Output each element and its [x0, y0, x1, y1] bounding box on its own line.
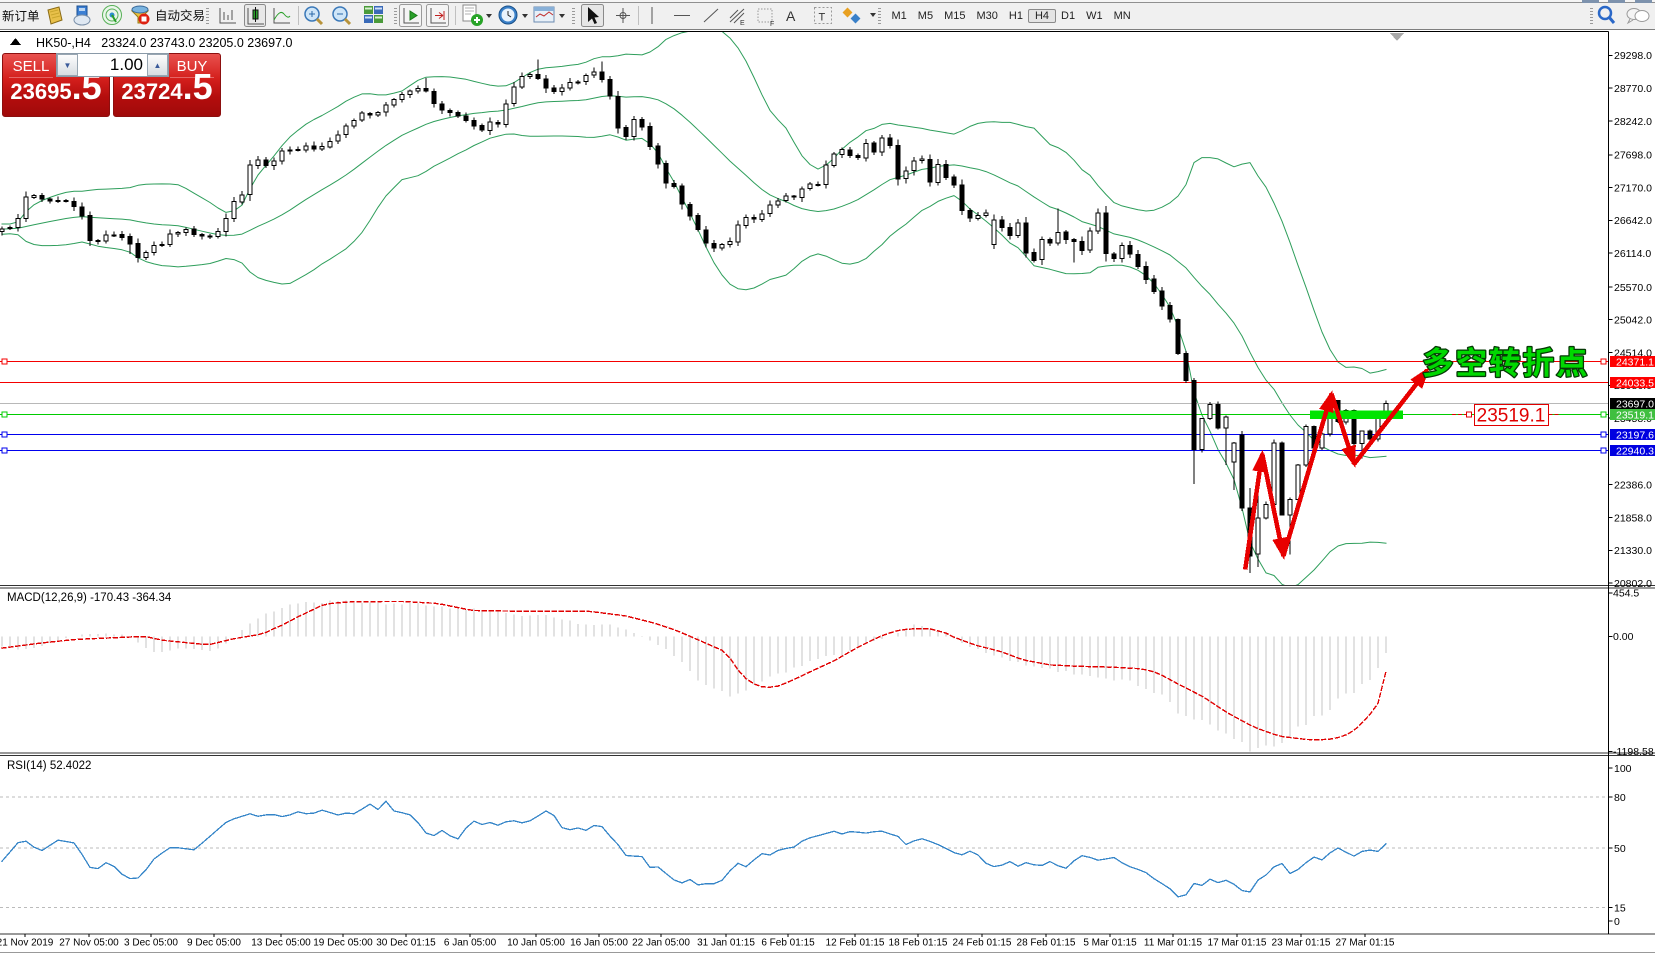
svg-text:26114.0: 26114.0 [1614, 248, 1651, 260]
svg-text:24033.5: 24033.5 [1616, 377, 1654, 389]
svg-text:0: 0 [1614, 916, 1620, 928]
svg-text:30 Dec 01:15: 30 Dec 01:15 [376, 938, 436, 949]
svg-text:24 Feb 01:15: 24 Feb 01:15 [953, 938, 1012, 949]
svg-text:F: F [770, 21, 774, 28]
svg-text:17 Mar 01:15: 17 Mar 01:15 [1208, 938, 1267, 949]
svg-text:HK50-,H4 23324.0 23743.0 232: HK50-,H4 23324.0 23743.0 23205.0 23697.0 [36, 36, 293, 50]
svg-text:3 Dec 05:00: 3 Dec 05:00 [124, 938, 178, 949]
svg-text:6 Jan 05:00: 6 Jan 05:00 [444, 938, 497, 949]
svg-text:23697.0: 23697.0 [1616, 398, 1654, 410]
svg-text:21330.0: 21330.0 [1614, 545, 1652, 557]
svg-text:28242.0: 28242.0 [1614, 116, 1652, 128]
svg-text:28 Feb 01:15: 28 Feb 01:15 [1017, 938, 1076, 949]
svg-text:15: 15 [1614, 902, 1626, 914]
svg-text:28770.0: 28770.0 [1614, 83, 1652, 95]
svg-text:454.5: 454.5 [1613, 588, 1639, 600]
svg-text:16 Jan 05:00: 16 Jan 05:00 [570, 938, 628, 949]
svg-text:25570.0: 25570.0 [1614, 282, 1652, 294]
svg-text:11 Mar 01:15: 11 Mar 01:15 [1144, 938, 1203, 949]
svg-text:A: A [786, 8, 796, 24]
svg-text:25042.0: 25042.0 [1614, 315, 1652, 327]
svg-text:29298.0: 29298.0 [1614, 50, 1652, 62]
svg-text:13 Dec 05:00: 13 Dec 05:00 [251, 938, 311, 949]
svg-text:22940.3: 22940.3 [1616, 445, 1654, 457]
svg-text:6 Feb 01:15: 6 Feb 01:15 [761, 938, 815, 949]
svg-text:21858.0: 21858.0 [1614, 512, 1652, 524]
svg-text:22 Jan 05:00: 22 Jan 05:00 [632, 938, 690, 949]
svg-text:0.00: 0.00 [1613, 631, 1634, 643]
svg-text:22386.0: 22386.0 [1614, 480, 1652, 492]
svg-text:50: 50 [1614, 843, 1626, 855]
svg-text:100: 100 [1614, 763, 1632, 775]
svg-text:27698.0: 27698.0 [1614, 150, 1652, 162]
svg-text:12 Feb 01:15: 12 Feb 01:15 [826, 938, 885, 949]
svg-text:9 Dec 05:00: 9 Dec 05:00 [187, 938, 241, 949]
svg-text:T: T [819, 12, 826, 24]
svg-text:E: E [740, 20, 745, 27]
svg-text:21 Nov 2019: 21 Nov 2019 [0, 938, 54, 949]
svg-text:23519.1: 23519.1 [1616, 409, 1654, 421]
svg-text:31 Jan 01:15: 31 Jan 01:15 [697, 938, 755, 949]
svg-text:18 Feb 01:15: 18 Feb 01:15 [889, 938, 948, 949]
svg-text:19 Dec 05:00: 19 Dec 05:00 [313, 938, 373, 949]
svg-text:RSI(14) 52.4022: RSI(14) 52.4022 [7, 760, 91, 772]
svg-text:10 Jan 05:00: 10 Jan 05:00 [507, 938, 565, 949]
svg-text:23 Mar 01:15: 23 Mar 01:15 [1272, 938, 1331, 949]
svg-text:23197.6: 23197.6 [1616, 429, 1654, 441]
svg-text:27 Mar 01:15: 27 Mar 01:15 [1336, 938, 1395, 949]
svg-text:-1198.58: -1198.58 [1613, 746, 1654, 758]
svg-text:24371.1: 24371.1 [1616, 356, 1654, 368]
svg-text:27170.0: 27170.0 [1614, 182, 1652, 194]
svg-text:5 Mar 01:15: 5 Mar 01:15 [1083, 938, 1137, 949]
svg-text:20802.0: 20802.0 [1614, 578, 1652, 590]
svg-text:26642.0: 26642.0 [1614, 215, 1652, 227]
svg-text:80: 80 [1614, 792, 1626, 804]
svg-text:27 Nov 05:00: 27 Nov 05:00 [59, 938, 119, 949]
svg-text:MACD(12,26,9) -170.43 -364.34: MACD(12,26,9) -170.43 -364.34 [7, 592, 172, 604]
svg-text:23519.1: 23519.1 [1477, 406, 1546, 427]
